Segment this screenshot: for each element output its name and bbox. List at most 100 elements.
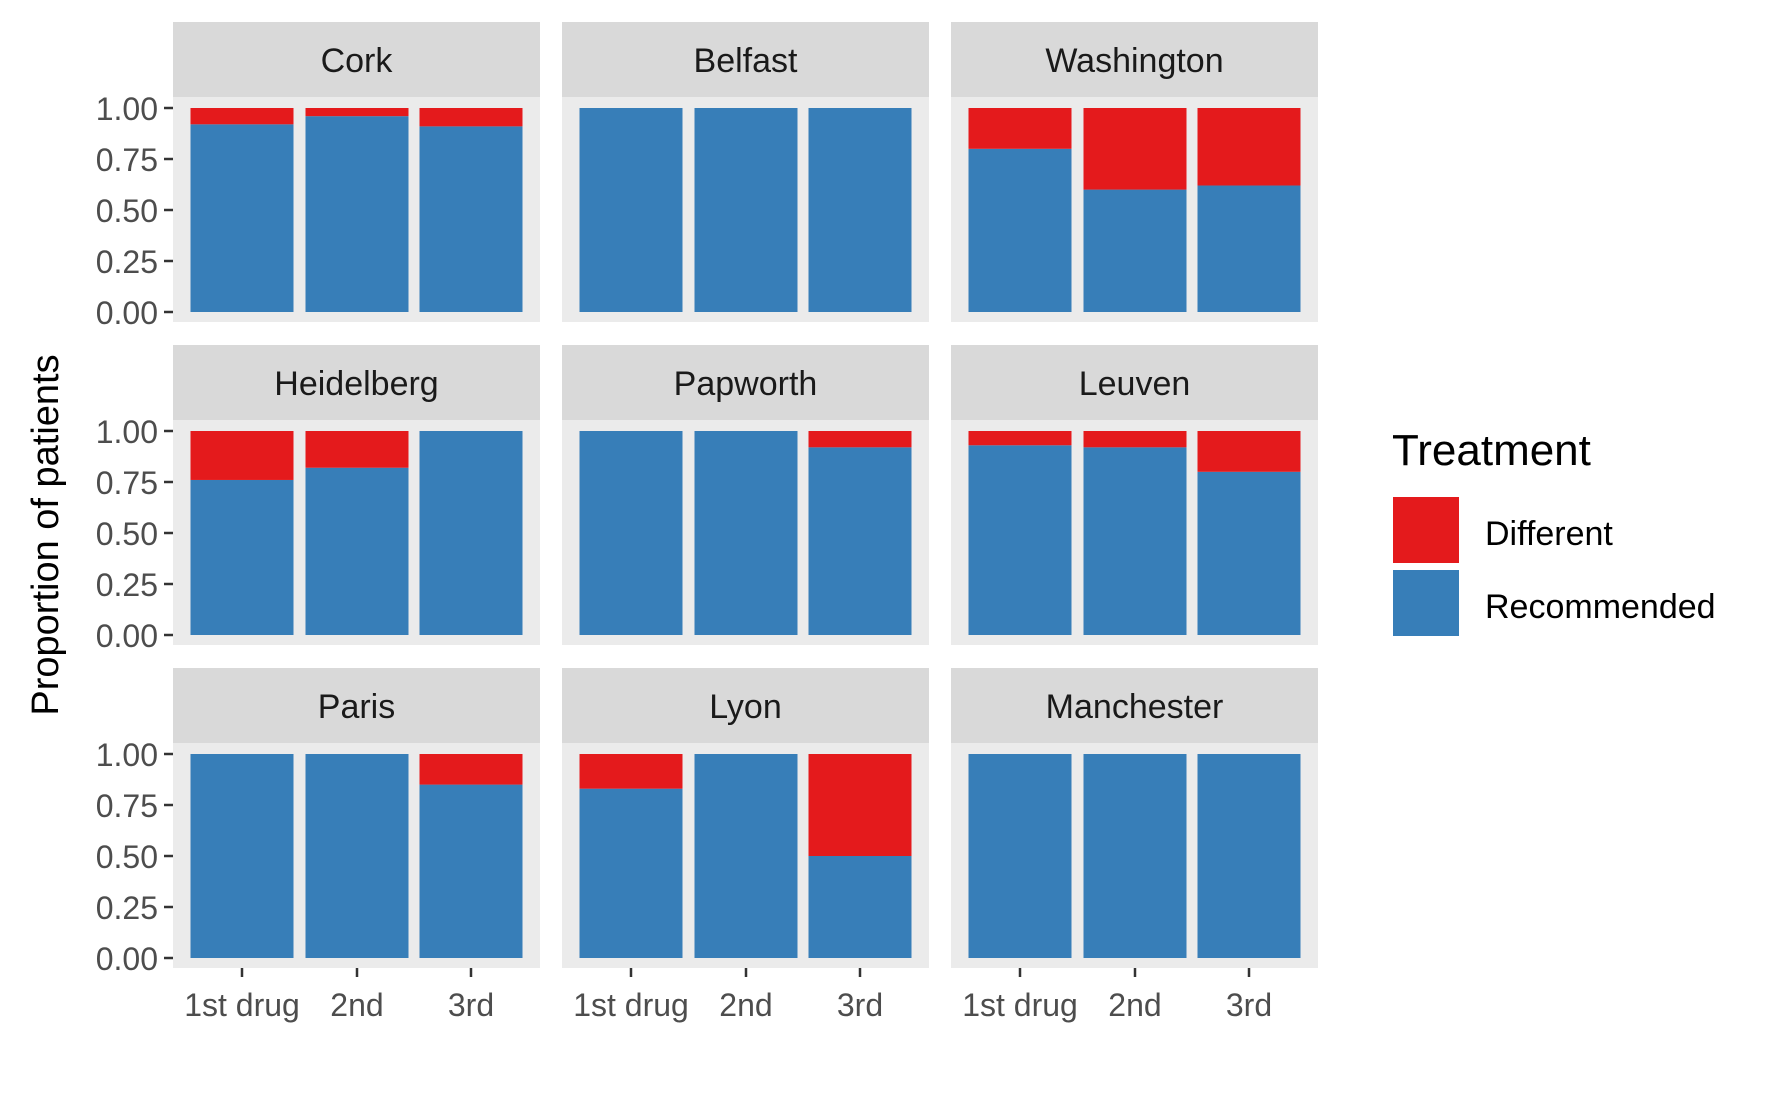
bar-recommended-3	[1197, 185, 1301, 312]
bar-different-3	[1197, 108, 1301, 186]
y-tick-label: 0.25	[96, 567, 158, 603]
y-tick-label: 0.00	[96, 295, 158, 331]
bar-recommended-3	[419, 431, 523, 635]
facet-paris: Paris 0.00 0.25 0.50 0.75 1.00 1st drug 2nd 3rd	[96, 668, 540, 1023]
y-axis-title: Proportion of patients	[25, 354, 67, 715]
facet-strip	[562, 345, 929, 420]
legend-label-different: Different	[1485, 515, 1613, 553]
bar-recommended-2	[694, 754, 798, 958]
bar-different-2	[1083, 108, 1187, 190]
y-tick-label: 1.00	[96, 737, 158, 773]
x-tick-label: 1st drug	[962, 987, 1078, 1023]
legend-label-recommended: Recommended	[1485, 588, 1716, 626]
bar-recommended-2	[694, 431, 798, 635]
bar-recommended-3	[808, 856, 912, 958]
legend-title: Treatment	[1392, 426, 1591, 475]
bar-recommended-1	[968, 754, 1072, 958]
bar-recommended-1	[190, 124, 294, 312]
bar-recommended-1	[579, 788, 683, 958]
bar-different-2	[305, 108, 409, 117]
bar-different-1	[968, 431, 1072, 446]
facet-washington: Washington	[951, 22, 1318, 322]
bar-recommended-2	[305, 754, 409, 958]
x-tick-label: 1st drug	[184, 987, 300, 1023]
facet-title: Lyon	[709, 688, 781, 726]
bar-recommended-3	[808, 108, 912, 312]
facet-title: Papworth	[674, 365, 818, 403]
x-tick-label: 1st drug	[573, 987, 689, 1023]
y-tick-label: 0.75	[96, 465, 158, 501]
y-tick-label: 1.00	[96, 414, 158, 450]
facet-papworth: Papworth	[562, 345, 929, 645]
bar-recommended-2	[1083, 754, 1187, 958]
x-tick-label: 2nd	[1108, 987, 1161, 1023]
facet-title: Belfast	[694, 42, 798, 80]
bar-different-1	[579, 754, 683, 789]
y-tick-label: 0.25	[96, 890, 158, 926]
facet-title: Cork	[321, 42, 394, 80]
x-tick-label: 3rd	[1226, 987, 1272, 1023]
legend-swatch-different	[1393, 497, 1459, 563]
y-tick-label: 0.50	[96, 193, 158, 229]
bar-recommended-2	[305, 116, 409, 312]
bar-recommended-3	[1197, 471, 1301, 635]
bar-different-1	[968, 108, 1072, 149]
bar-recommended-1	[579, 431, 683, 635]
bar-different-3	[419, 108, 523, 127]
y-tick-label: 0.00	[96, 941, 158, 977]
y-tick-label: 0.50	[96, 839, 158, 875]
y-tick-label: 1.00	[96, 91, 158, 127]
x-tick-label: 3rd	[837, 987, 883, 1023]
bar-recommended-3	[419, 126, 523, 312]
facet-heidelberg: Heidelberg 0.00 0.25 0.50 0.75 1.00	[96, 345, 540, 654]
facet-strip	[562, 22, 929, 97]
legend-swatch-recommended	[1393, 570, 1459, 636]
facet-strip	[562, 668, 929, 743]
bar-recommended-2	[1083, 447, 1187, 635]
facet-strip	[173, 345, 540, 420]
facet-title: Heidelberg	[274, 365, 438, 403]
bar-recommended-3	[1197, 754, 1301, 958]
bar-recommended-3	[419, 784, 523, 958]
y-tick-label: 0.00	[96, 618, 158, 654]
facet-strip	[951, 345, 1318, 420]
bar-recommended-1	[190, 479, 294, 635]
x-tick-label: 2nd	[330, 987, 383, 1023]
y-tick-label: 0.75	[96, 142, 158, 178]
bar-recommended-2	[1083, 189, 1187, 312]
bar-recommended-2	[694, 108, 798, 312]
bar-recommended-1	[579, 108, 683, 312]
facet-panels: Cork 0.00 0.25 0.50 0.75 1.00 Belfast Washingto…	[96, 22, 1318, 1023]
y-tick-label: 0.50	[96, 516, 158, 552]
legend: Treatment Different Recommended	[1392, 426, 1716, 636]
bar-different-2	[1083, 431, 1187, 448]
y-tick-label: 0.75	[96, 788, 158, 824]
facet-title: Paris	[318, 688, 395, 726]
x-tick-label: 3rd	[448, 987, 494, 1023]
y-tick-label: 0.25	[96, 244, 158, 280]
facet-strip	[951, 668, 1318, 743]
facet-title: Washington	[1045, 42, 1223, 80]
bar-different-2	[305, 431, 409, 468]
facet-cork: Cork 0.00 0.25 0.50 0.75 1.00	[96, 22, 540, 331]
bar-recommended-3	[808, 447, 912, 635]
bar-recommended-1	[190, 754, 294, 958]
facet-title: Leuven	[1079, 365, 1191, 403]
bar-different-3	[808, 431, 912, 448]
bar-different-3	[419, 754, 523, 785]
bar-recommended-2	[305, 467, 409, 635]
facet-strip	[173, 22, 540, 97]
facet-strip	[951, 22, 1318, 97]
bar-different-1	[190, 431, 294, 480]
facet-belfast: Belfast	[562, 22, 929, 322]
facet-leuven: Leuven	[951, 345, 1318, 645]
facet-manchester: Manchester 1st drug 2nd 3rd	[951, 668, 1318, 1023]
facet-strip	[173, 668, 540, 743]
bar-recommended-1	[968, 148, 1072, 312]
bar-different-1	[190, 108, 294, 125]
x-tick-label: 2nd	[719, 987, 772, 1023]
facet-lyon: Lyon 1st drug 2nd 3rd	[562, 668, 929, 1023]
facet-title: Manchester	[1046, 688, 1224, 726]
bar-different-3	[1197, 431, 1301, 472]
